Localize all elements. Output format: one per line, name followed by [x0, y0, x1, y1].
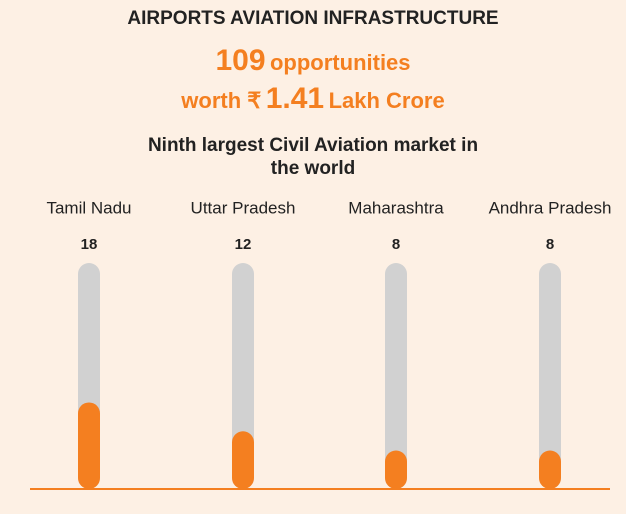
category-label: Maharashtra	[348, 198, 444, 217]
bar-track	[232, 263, 254, 489]
bar	[385, 450, 407, 489]
bar	[539, 450, 561, 489]
bar-track	[385, 263, 407, 489]
amount-unit: Lakh Crore	[328, 88, 445, 113]
subtitle: Ninth largest Civil Aviation market in t…	[147, 135, 479, 179]
amount: 1.41	[265, 82, 325, 115]
title: AIRPORTS AVIATION INFRASTRUCTURE	[127, 8, 499, 29]
headline-count: 109 opportunities	[0, 44, 626, 78]
bar	[232, 431, 254, 489]
category-label: Tamil Nadu	[46, 198, 131, 217]
value-label: 8	[392, 236, 400, 253]
count-text: opportunities	[269, 50, 411, 75]
value-label: 12	[235, 236, 252, 253]
value-label: 8	[546, 236, 554, 253]
worth: worth ₹	[181, 88, 262, 113]
headline-worth: worth ₹ 1.41 Lakh Crore	[0, 82, 626, 116]
count: 109	[215, 44, 266, 77]
bar	[78, 402, 100, 489]
category-label: Andhra Pradesh	[489, 198, 612, 217]
bar-track	[539, 263, 561, 489]
category-label: Uttar Pradesh	[191, 198, 296, 217]
value-label: 18	[81, 236, 98, 253]
